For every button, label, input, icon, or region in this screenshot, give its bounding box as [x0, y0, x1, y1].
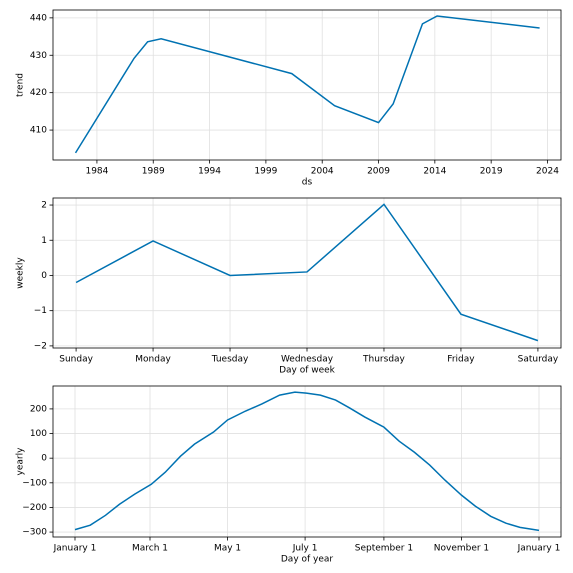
y-tick-label: 440	[30, 13, 47, 23]
y-tick-label: 0	[41, 271, 47, 281]
y-tick-label: 410	[30, 126, 47, 136]
x-tick-label: Tuesday	[211, 355, 249, 365]
y-tick-label: −300	[22, 528, 47, 538]
x-tick-label: September 1	[355, 544, 413, 554]
trend-line	[75, 203, 539, 342]
y-axis-label: yearly	[16, 447, 26, 476]
x-tick-label: Monday	[135, 355, 171, 365]
x-axis-label: Day of year	[281, 555, 334, 565]
x-axis-label: ds	[302, 178, 313, 188]
y-axis-label: weekly	[16, 257, 26, 289]
axes-frame	[52, 385, 562, 538]
x-tick-label: May 1	[214, 544, 241, 554]
x-tick-label: 2019	[480, 167, 503, 177]
x-tick-label: 1989	[142, 167, 165, 177]
x-tick-label: January 1	[53, 544, 97, 554]
y-tick-label: −200	[22, 503, 47, 513]
x-tick-label: 1984	[85, 167, 108, 177]
x-tick-label: January 1	[517, 544, 561, 554]
y-tick-label: 1	[41, 236, 47, 246]
x-tick-label: March 1	[132, 544, 168, 554]
trend-line	[74, 391, 540, 532]
y-tick-label: 100	[30, 429, 47, 439]
x-tick-label: 2009	[367, 167, 390, 177]
x-tick-label: 2004	[311, 167, 334, 177]
y-tick-label: 430	[30, 51, 47, 61]
y-tick-label: 420	[30, 88, 47, 98]
x-tick-label: 2024	[536, 167, 559, 177]
y-tick-label: −1	[34, 306, 47, 316]
y-axis-label: trend	[16, 73, 26, 97]
x-tick-label: 1994	[198, 167, 221, 177]
x-tick-label: 1999	[254, 167, 277, 177]
x-tick-label: 2014	[423, 167, 446, 177]
y-tick-label: −100	[22, 478, 47, 488]
x-axis-label: Day of week	[279, 366, 336, 376]
x-tick-label: Saturday	[518, 355, 559, 365]
x-tick-label: November 1	[434, 544, 489, 554]
x-tick-label: Thursday	[362, 355, 406, 365]
x-tick-label: Wednesday	[281, 355, 334, 365]
y-tick-label: 200	[30, 404, 47, 414]
trend-line	[74, 15, 540, 154]
y-tick-label: 0	[41, 454, 47, 464]
axes-frame	[52, 197, 562, 349]
x-tick-label: Friday	[447, 355, 475, 365]
axes-frame	[52, 9, 562, 161]
y-tick-label: 2	[41, 201, 47, 211]
y-tick-label: −2	[34, 341, 47, 351]
x-tick-label: July 1	[292, 544, 318, 554]
x-tick-label: Sunday	[59, 355, 93, 365]
